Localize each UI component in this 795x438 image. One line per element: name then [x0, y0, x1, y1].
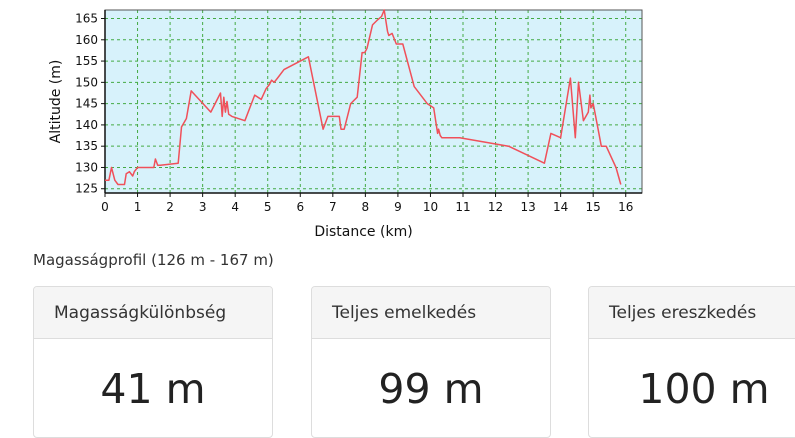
y-tick-label: 135 — [75, 139, 98, 153]
elevation-chart-svg: 0 1 2 3 4 5 6 7 8 9 10 11 12 13 14 15 161251301351401451… — [48, 9, 643, 240]
y-tick-label: 160 — [75, 33, 98, 47]
x-tick-label: 5 — [264, 200, 272, 214]
y-tick-label: 140 — [75, 118, 98, 132]
x-tick-label: 10 — [423, 200, 438, 214]
y-axis-title: Altitude (m) — [48, 60, 64, 144]
elevation-profile-caption: Magasságprofil (126 m - 167 m) — [33, 251, 274, 269]
x-tick-label: 1 — [134, 200, 142, 214]
x-tick-label: 3 — [199, 200, 207, 214]
total-ascent-card: Teljes emelkedés 99 m — [311, 286, 551, 438]
y-tick-label: 145 — [75, 97, 98, 111]
x-tick-label: 2 — [166, 200, 174, 214]
x-tick-label: 16 — [618, 200, 633, 214]
y-tick-label: 130 — [75, 160, 98, 174]
y-tick-label: 125 — [75, 182, 98, 196]
elevation-difference-card: Magasságkülönbség 41 m — [33, 286, 273, 438]
x-tick-label: 9 — [394, 200, 402, 214]
x-tick-label: 13 — [520, 200, 535, 214]
x-tick-label: 4 — [231, 200, 239, 214]
x-tick-label: 0 — [101, 200, 109, 214]
x-tick-label: 15 — [586, 200, 601, 214]
x-tick-label: 11 — [455, 200, 470, 214]
total-descent-card: Teljes ereszkedés 100 m — [588, 286, 795, 438]
x-tick-label: 6 — [296, 200, 304, 214]
x-tick-label: 12 — [488, 200, 503, 214]
y-tick-label: 165 — [75, 12, 98, 26]
card-header: Magasságkülönbség — [34, 287, 272, 339]
card-value: 41 m — [100, 365, 206, 413]
elevation-chart: 0 1 2 3 4 5 6 7 8 9 10 11 12 13 14 15 16 125 130 135 140 145 1… — [0, 0, 660, 244]
x-tick-label: 14 — [553, 200, 568, 214]
x-tick-label: 8 — [362, 200, 370, 214]
y-tick-label: 150 — [75, 75, 98, 89]
x-tick-label: 7 — [329, 200, 337, 214]
y-tick-label: 155 — [75, 54, 98, 68]
x-axis-title: Distance (km) — [314, 224, 412, 240]
card-header: Teljes ereszkedés — [589, 287, 795, 339]
card-header: Teljes emelkedés — [312, 287, 550, 339]
elevation-line — [105, 9, 622, 186]
card-value: 99 m — [378, 365, 484, 413]
plot-background — [105, 10, 642, 193]
card-value: 100 m — [638, 365, 770, 413]
